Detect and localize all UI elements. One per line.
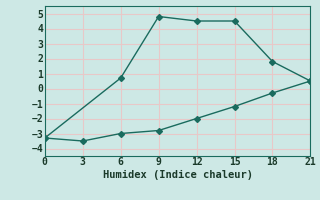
X-axis label: Humidex (Indice chaleur): Humidex (Indice chaleur) — [103, 170, 252, 180]
